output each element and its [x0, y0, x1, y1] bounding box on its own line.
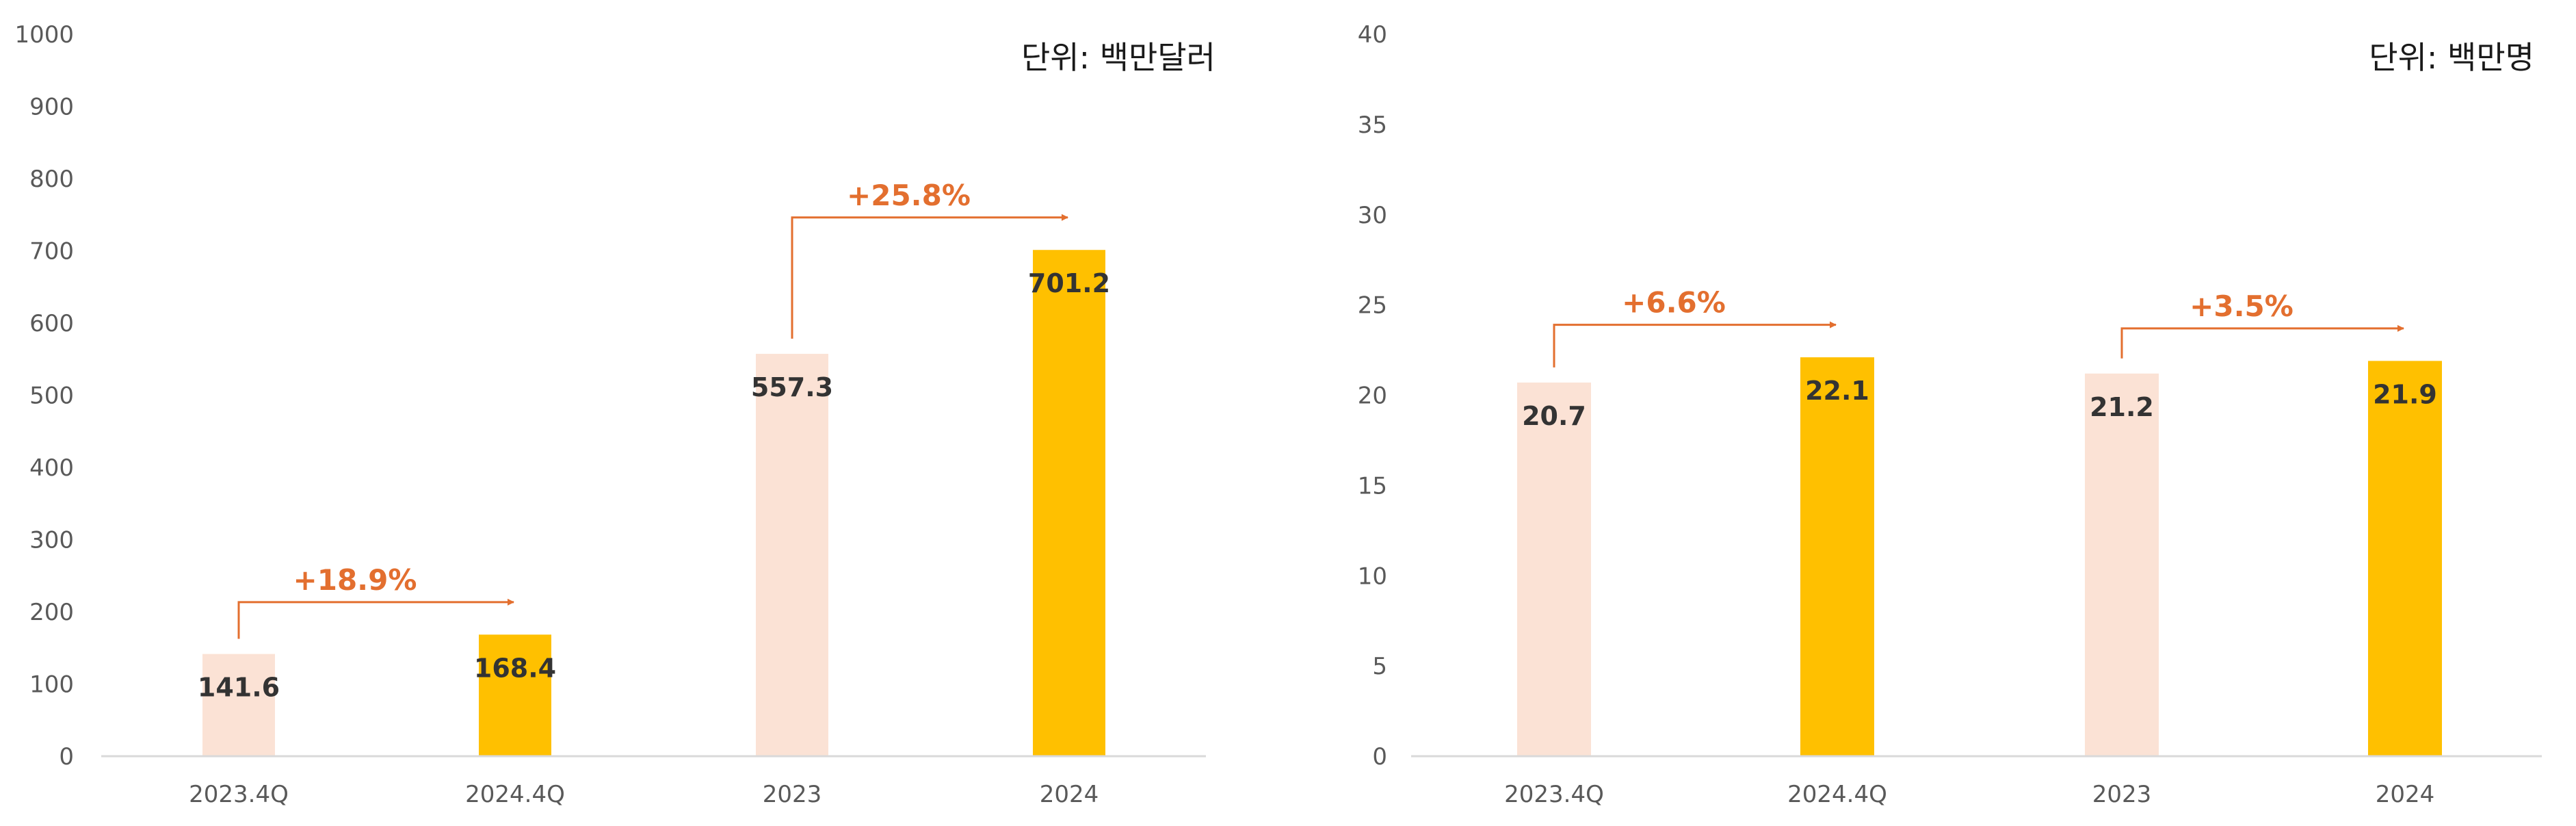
y-tick-label: 40	[1358, 21, 1387, 49]
bar	[2368, 361, 2442, 756]
y-tick-label: 500	[29, 383, 74, 410]
growth-arrow	[1553, 321, 1837, 367]
x-tick-label: 2023	[763, 781, 822, 808]
bar	[1800, 357, 1874, 756]
y-tick-label: 700	[29, 238, 74, 266]
y-tick-label: 10	[1358, 563, 1387, 590]
y-tick-label: 35	[1358, 112, 1387, 139]
y-tick-label: 600	[29, 310, 74, 337]
y-tick-label: 5	[1372, 653, 1387, 680]
y-tick-label: 400	[29, 454, 74, 482]
growth-label: +3.5%	[2190, 289, 2294, 323]
y-tick-label: 0	[59, 743, 74, 771]
data-label: 141.6	[198, 673, 280, 703]
bar	[202, 654, 275, 756]
y-tick-label: 0	[1372, 743, 1387, 771]
data-label: 701.2	[1028, 268, 1110, 298]
bar	[2085, 373, 2159, 756]
y-tick-label: 1000	[14, 21, 74, 49]
bar	[1033, 250, 1105, 756]
right-chart: 단위: 백만명 0 5 10 15 20 25 30 35 40 2023.4Q 2024.4Q 20…	[1358, 21, 2542, 808]
y-tick-label: 25	[1358, 292, 1387, 320]
x-tick-label: 2023.4Q	[189, 781, 289, 808]
y-tick-label: 15	[1358, 472, 1387, 500]
y-tick-label: 20	[1358, 383, 1387, 410]
data-label: 20.7	[1522, 401, 1586, 431]
y-tick-label: 300	[29, 527, 74, 554]
data-label: 21.2	[2090, 392, 2154, 422]
y-tick-label: 30	[1358, 202, 1387, 229]
growth-label: +25.8%	[847, 179, 971, 212]
y-tick-label: 200	[29, 599, 74, 626]
growth-arrow	[2120, 324, 2404, 359]
data-label: 557.3	[751, 372, 833, 402]
x-tick-label: 2024	[1040, 781, 1099, 808]
x-tick-label: 2024	[2376, 781, 2435, 808]
growth-label: +6.6%	[1622, 286, 1726, 320]
y-tick-label: 900	[29, 94, 74, 121]
y-tick-label: 800	[29, 166, 74, 193]
bar	[756, 354, 828, 756]
data-label: 21.9	[2373, 379, 2437, 409]
data-label: 168.4	[474, 653, 556, 683]
bar	[479, 634, 551, 756]
x-tick-label: 2023.4Q	[1504, 781, 1604, 808]
unit-label: 단위: 백만명	[2369, 39, 2534, 76]
growth-label: +18.9%	[293, 563, 417, 597]
data-label: 22.1	[1805, 376, 1869, 406]
unit-label: 단위: 백만달러	[1021, 39, 1215, 76]
x-tick-label: 2024.4Q	[465, 781, 565, 808]
left-chart: 단위: 백만달러 0 100 200 300 400 500 600 700 800 900 100…	[14, 21, 1215, 808]
y-tick-label: 100	[29, 671, 74, 699]
x-tick-label: 2023	[2092, 781, 2152, 808]
x-tick-label: 2024.4Q	[1787, 781, 1887, 808]
growth-arrow	[237, 598, 514, 639]
growth-arrow	[791, 214, 1068, 339]
bar	[1517, 383, 1591, 756]
